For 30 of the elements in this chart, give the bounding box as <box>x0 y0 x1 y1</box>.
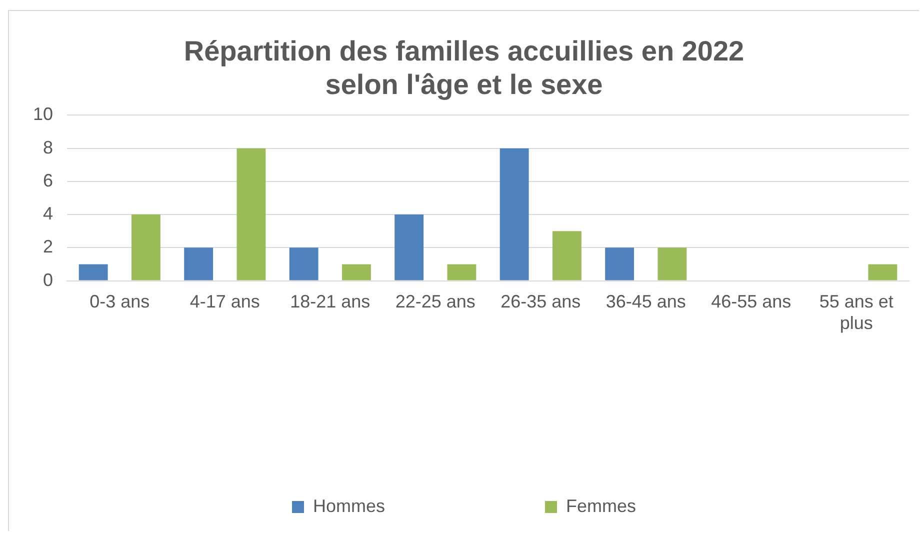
y-tick-label: 2 <box>43 236 54 257</box>
bar <box>131 214 160 280</box>
bar <box>184 248 214 280</box>
x-tick-label: 4-17 ans <box>190 292 260 312</box>
bar <box>500 148 529 280</box>
bar <box>342 264 371 280</box>
legend-label: Hommes <box>312 496 386 516</box>
y-tick-label: 10 <box>32 104 54 124</box>
bar <box>552 231 582 280</box>
chart-title: Répartition des familles accuillies en 2022 selon l'âge et le sexe <box>184 36 744 100</box>
x-tick-label: 0-3 ans <box>90 292 150 312</box>
bar <box>394 214 424 280</box>
y-tick-label: 8 <box>43 137 54 158</box>
x-tick-label: 36-45 ans <box>606 292 686 312</box>
x-tick-label: 26-35 ans <box>500 292 581 312</box>
x-tick-label: 18-21 ans <box>290 292 370 312</box>
y-tick-label: 0 <box>43 270 54 290</box>
bar <box>868 264 898 280</box>
bar <box>289 248 318 280</box>
x-tick-label: 22-25 ans <box>395 292 476 312</box>
y-tick-label: 6 <box>43 170 54 190</box>
bar <box>605 248 634 280</box>
bar <box>78 264 108 280</box>
bar <box>236 148 266 280</box>
x-tick-label: 46-55 ans <box>711 292 792 312</box>
bar <box>658 248 687 280</box>
y-tick-label: 4 <box>43 204 54 224</box>
bar <box>447 264 476 280</box>
legend-label: Femmes <box>566 496 636 516</box>
x-tick-label: 55 ans et plus <box>819 292 894 334</box>
